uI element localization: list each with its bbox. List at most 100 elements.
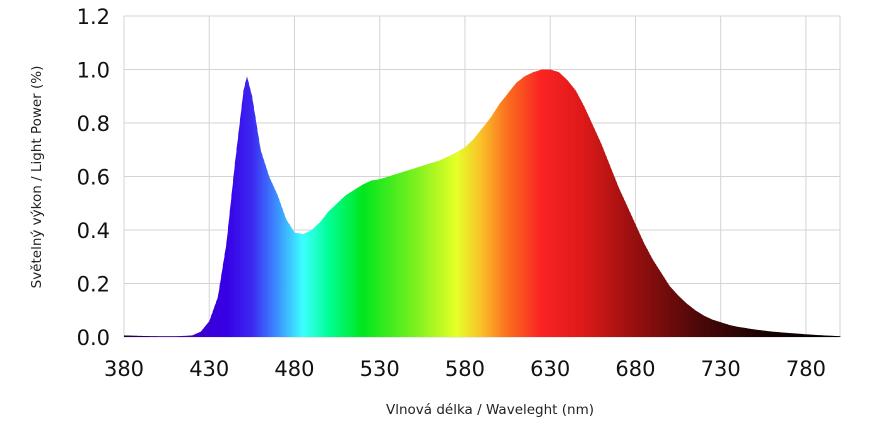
spectrum-bar xyxy=(190,335,193,337)
spectrum-bar xyxy=(289,224,292,337)
spectrum-bar xyxy=(391,174,394,337)
spectrum-bar xyxy=(589,118,592,337)
spectrum-bar xyxy=(749,328,752,337)
spectrum-bar xyxy=(795,333,798,337)
spectrum-bar xyxy=(558,72,561,338)
y-axis-label: Světelný výkon / Light Power (%) xyxy=(29,66,45,289)
spectrum-bar xyxy=(783,332,786,337)
spectrum-bar xyxy=(263,160,266,337)
spectrum-bar xyxy=(507,91,510,337)
spectrum-bar xyxy=(410,169,413,337)
spectrum-bar xyxy=(635,224,638,337)
spectrum-bar xyxy=(447,155,451,337)
spectrum-bar xyxy=(642,239,645,337)
spectrum-bar xyxy=(553,70,556,337)
spectrum-bar xyxy=(654,262,657,337)
spectrum-bar xyxy=(434,161,437,337)
spectrum-bar xyxy=(205,323,208,337)
spectrum-bar xyxy=(345,194,348,337)
y-tick-label: 0.6 xyxy=(77,166,110,190)
x-axis-ticks: 380 430 480 530 580 630 680 730 780 xyxy=(104,357,826,381)
spectrum-bar xyxy=(478,130,481,337)
spectrum-bar xyxy=(221,264,224,337)
spectrum-bar xyxy=(163,336,166,337)
spectrum-bar xyxy=(584,106,587,337)
spectrum-bar xyxy=(420,165,423,337)
spectrum-bar xyxy=(321,217,324,337)
spectrum-bar xyxy=(623,198,626,337)
spectrum-bar xyxy=(604,152,607,337)
spectrum-bar xyxy=(132,335,135,337)
spectrum-bar xyxy=(154,336,157,337)
spectrum-bar xyxy=(773,331,776,337)
spectrum-bar xyxy=(667,283,670,337)
spectrum-bar xyxy=(632,217,635,337)
spectrum-bar xyxy=(366,182,369,337)
spectrum-bar xyxy=(751,328,754,337)
spectrum-bar xyxy=(534,71,537,337)
spectrum-bar xyxy=(217,286,220,337)
spectrum-bar xyxy=(531,72,534,338)
spectrum-bar xyxy=(543,69,546,337)
spectrum-bar xyxy=(643,243,647,337)
spectrum-bar xyxy=(395,173,398,337)
spectrum-bar xyxy=(754,329,757,337)
spectrum-bar xyxy=(210,311,214,337)
spectrum-bar xyxy=(359,185,362,337)
spectrum-bar xyxy=(768,331,771,337)
spectrum-bar xyxy=(585,110,589,337)
spectrum-bar xyxy=(793,333,797,337)
spectrum-bar xyxy=(780,332,783,337)
spectrum-bar xyxy=(587,114,590,337)
spectrum-bar xyxy=(730,325,733,337)
y-tick-label: 1.2 xyxy=(77,5,110,29)
spectrum-bar xyxy=(183,335,186,337)
spectrum-bar xyxy=(187,335,190,337)
spectrum-bar xyxy=(741,327,744,337)
spectrum-bar xyxy=(560,73,563,337)
y-tick-label: 0.8 xyxy=(77,112,110,136)
spectrum-bar xyxy=(640,235,643,337)
spectrum-bar xyxy=(488,117,491,338)
spectrum-bar xyxy=(550,69,553,337)
spectrum-bar xyxy=(285,219,289,337)
spectrum-bar xyxy=(287,221,290,337)
spectrum-bar xyxy=(331,206,335,337)
spectrum-bar xyxy=(176,336,179,337)
spectrum-bar xyxy=(178,336,181,337)
spectrum-bar xyxy=(500,99,503,338)
spectrum-bar xyxy=(747,328,751,337)
spectrum-bar xyxy=(572,86,575,338)
spectrum-bar xyxy=(326,211,329,337)
spectrum-bar xyxy=(529,72,532,337)
spectrum-bar xyxy=(442,158,445,337)
spectrum-bar xyxy=(611,170,614,337)
x-tick-label: 780 xyxy=(786,357,826,381)
spectrum-bar xyxy=(758,329,761,337)
spectrum-bar xyxy=(787,332,790,337)
spectrum-bar xyxy=(308,230,311,337)
spectrum-bar xyxy=(693,308,696,337)
spectrum-bar xyxy=(771,331,774,337)
spectrum-bar xyxy=(216,296,219,337)
spectrum-bar xyxy=(746,328,749,337)
spectrum-bar xyxy=(260,149,263,337)
spectrum-bar xyxy=(594,129,597,337)
spectrum-bar xyxy=(487,119,490,337)
y-tick-label: 0.4 xyxy=(77,219,110,243)
spectrum-bar xyxy=(466,143,469,337)
spectrum-bar xyxy=(357,186,360,337)
spectrum-bar xyxy=(683,300,686,337)
spectrum-bar xyxy=(214,301,217,337)
spectrum-bar xyxy=(637,228,640,337)
spectrum-bar xyxy=(524,75,527,337)
spectrum-bar xyxy=(495,106,498,337)
spectrum-bar xyxy=(325,213,328,337)
spectrum-bar xyxy=(724,323,727,337)
spectrum-bar xyxy=(297,233,300,337)
spectrum-bar xyxy=(836,336,839,337)
spectrum-bar xyxy=(362,183,365,337)
spectrum-bar xyxy=(831,335,834,337)
spectrum-bar xyxy=(372,179,375,337)
spectrum-bar xyxy=(239,105,243,337)
